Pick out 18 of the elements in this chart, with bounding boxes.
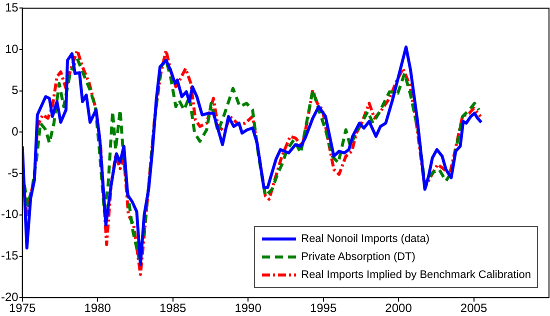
legend-label: Real Imports Implied by Benchmark Calibration [301,269,531,281]
y-tick-label: 15 [4,0,19,15]
y-tick-label: -20 [1,290,19,304]
legend-label: Real Nonoil Imports (data) [301,233,430,245]
legend-label: Private Absorption (DT) [301,251,416,263]
y-tick-label: 10 [4,42,19,56]
x-tick-label: 1985 [159,301,186,316]
y-tick-label: 5 [12,83,19,98]
x-tick-label: 1990 [234,301,262,316]
x-tick-label: 2000 [385,301,412,316]
x-tick-label: 2005 [460,301,488,316]
y-tick-label: 0 [12,124,19,139]
y-tick-label: -5 [8,166,19,180]
y-tick-label: -15 [1,248,19,263]
y-tick-label: -10 [1,207,19,222]
x-tick-label: 1995 [310,301,337,316]
x-tick-label: 1980 [84,301,112,316]
x-tick-label: 1975 [8,301,36,316]
